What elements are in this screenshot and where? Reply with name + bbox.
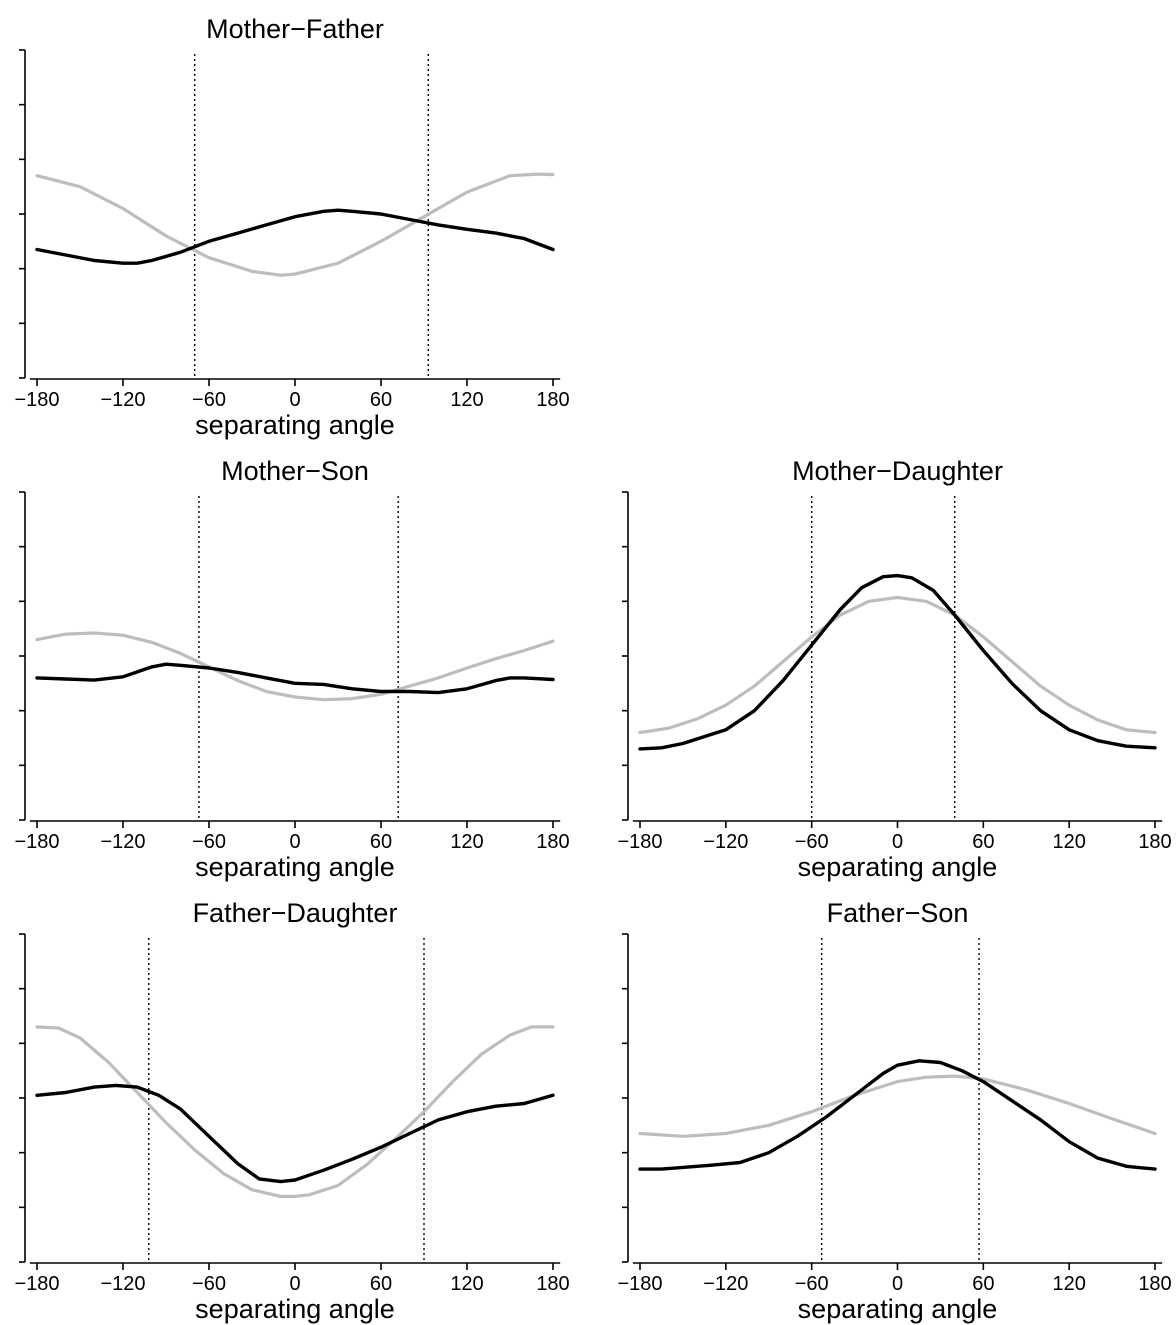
- x-axis-label: separating angle: [195, 410, 395, 440]
- x-tick-label: 180: [536, 1273, 569, 1295]
- observed-curve: [35, 1083, 555, 1184]
- x-tick-label: −180: [617, 1273, 662, 1295]
- x-tick-label: −120: [703, 831, 748, 853]
- chart-panel-mother-father: Mother−Father −180 −120 −60 0 60 120 180 separat…: [14, 14, 569, 440]
- x-axis-label: separating angle: [798, 852, 998, 882]
- x-tick-label: −180: [14, 831, 59, 853]
- x-tick-label: −60: [192, 1273, 226, 1295]
- x-tick-label: 0: [892, 831, 903, 853]
- fitted-curve: [35, 172, 555, 277]
- x-tick-label: −60: [795, 831, 829, 853]
- x-tick-label: −180: [14, 389, 59, 411]
- x-tick-label: −180: [617, 831, 662, 853]
- chart-title: Mother−Daughter: [792, 456, 1003, 486]
- chart-title: Father−Son: [827, 898, 969, 928]
- x-tick-label: 120: [1052, 831, 1085, 853]
- x-tick-label: 120: [1052, 1273, 1085, 1295]
- x-tick-label: 180: [1138, 1273, 1171, 1295]
- x-tick-label: 120: [450, 389, 483, 411]
- x-tick-label: 180: [1138, 831, 1171, 853]
- chart-title: Mother−Son: [221, 456, 369, 486]
- x-tick-label: 0: [289, 1273, 300, 1295]
- x-tick-label: −120: [100, 831, 145, 853]
- x-tick-label: −180: [14, 1273, 59, 1295]
- chart-panel-mother-daughter: Mother−Daughter −180 −120 −60 0 60 120 180 separ…: [617, 456, 1171, 882]
- x-tick-label: 120: [450, 1273, 483, 1295]
- chart-panel-father-daughter: Father−Daughter −180 −120 −60 0 60 120 180 separ…: [14, 898, 569, 1324]
- chart-title: Mother−Father: [206, 14, 384, 44]
- x-tick-label: 60: [370, 1273, 392, 1295]
- x-tick-label: −120: [100, 389, 145, 411]
- fitted-curve: [638, 595, 1157, 735]
- observed-curve: [35, 662, 555, 695]
- fitted-curve: [35, 1025, 555, 1199]
- x-tick-label: 60: [972, 1273, 994, 1295]
- x-tick-label: −120: [100, 1273, 145, 1295]
- x-tick-label: 180: [536, 389, 569, 411]
- x-tick-label: 120: [450, 831, 483, 853]
- chart-title: Father−Daughter: [193, 898, 398, 928]
- chart-panel-father-son: Father−Son −180 −120 −60 0 60 120 180 separating…: [617, 898, 1171, 1324]
- x-axis-label: separating angle: [798, 1294, 998, 1324]
- fitted-curve: [35, 631, 555, 702]
- x-tick-label: 0: [289, 389, 300, 411]
- fitted-curve: [638, 1074, 1157, 1138]
- x-tick-label: 60: [370, 831, 392, 853]
- x-tick-label: −120: [703, 1273, 748, 1295]
- x-tick-label: 0: [289, 831, 300, 853]
- observed-curve: [35, 208, 555, 265]
- observed-curve: [638, 1059, 1157, 1171]
- x-tick-label: −60: [192, 389, 226, 411]
- x-tick-label: 180: [536, 831, 569, 853]
- x-tick-label: 60: [370, 389, 392, 411]
- chart-panel-mother-son: Mother−Son −180 −120 −60 0 60 120 180 separating…: [14, 456, 569, 882]
- x-axis-label: separating angle: [195, 1294, 395, 1324]
- observed-curve: [638, 573, 1157, 751]
- x-tick-label: 0: [892, 1273, 903, 1295]
- x-tick-label: 60: [972, 831, 994, 853]
- x-tick-label: −60: [795, 1273, 829, 1295]
- x-axis-label: separating angle: [195, 852, 395, 882]
- x-tick-label: −60: [192, 831, 226, 853]
